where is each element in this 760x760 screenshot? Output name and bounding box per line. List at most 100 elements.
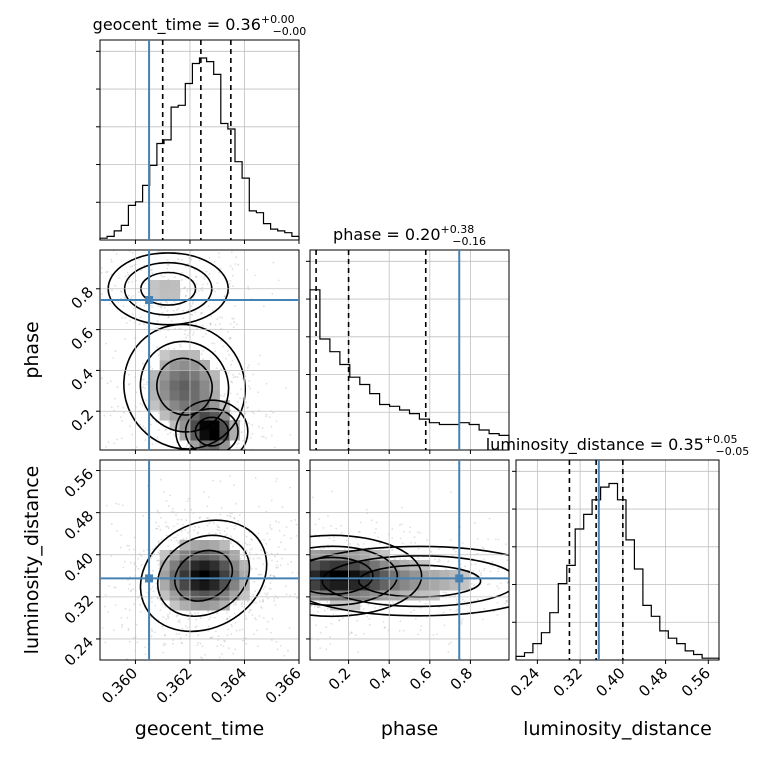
sample-point	[245, 642, 248, 645]
sample-point	[496, 613, 499, 616]
sample-point	[161, 625, 164, 628]
density-cell	[310, 580, 321, 591]
sample-point	[107, 441, 110, 443]
density-cell	[179, 580, 191, 591]
sample-point	[416, 633, 419, 636]
sample-point	[391, 548, 394, 551]
sample-point	[184, 625, 187, 627]
sample-point	[260, 435, 263, 438]
sample-point	[207, 630, 210, 632]
sample-point	[254, 274, 257, 277]
sample-point	[220, 327, 223, 330]
density-cell	[199, 410, 210, 421]
density-cell	[189, 590, 200, 601]
density-cell	[389, 560, 401, 571]
truth-marker	[145, 574, 154, 583]
sample-point	[167, 347, 170, 350]
sample-point	[167, 617, 170, 620]
sample-point	[497, 587, 500, 590]
sample-point	[483, 607, 486, 610]
sample-point	[181, 642, 184, 645]
density-cell	[339, 570, 351, 581]
sample-point	[124, 275, 127, 278]
sample-point	[275, 566, 278, 569]
sample-point	[124, 560, 126, 563]
sample-point	[373, 532, 376, 534]
sample-point	[506, 600, 508, 603]
sample-point	[183, 508, 186, 511]
density-cell	[199, 370, 210, 381]
sample-point	[199, 642, 202, 645]
sample-point	[506, 581, 509, 584]
sample-point	[391, 537, 394, 539]
sample-point	[132, 587, 135, 590]
sample-point	[119, 290, 122, 293]
sample-point	[166, 259, 169, 261]
sample-point	[127, 627, 130, 630]
sample-point	[284, 548, 286, 551]
sample-point	[216, 524, 219, 527]
density-cell	[209, 590, 220, 601]
sample-point	[350, 631, 353, 634]
sample-point	[391, 528, 394, 530]
sample-point	[175, 514, 177, 517]
contour-line	[194, 416, 230, 447]
sample-point	[223, 393, 226, 395]
sample-point	[220, 368, 223, 371]
sample-point	[155, 582, 158, 585]
sample-point	[226, 612, 228, 614]
density-cell	[219, 570, 230, 581]
sample-point	[131, 252, 134, 254]
sample-point	[483, 547, 485, 550]
sample-point	[358, 530, 361, 533]
sample-point	[280, 541, 282, 544]
sample-point	[108, 585, 110, 587]
sample-point	[160, 478, 162, 481]
sample-point	[165, 534, 168, 537]
sample-point	[291, 571, 294, 574]
sample-point	[233, 601, 235, 604]
sample-point	[104, 594, 107, 596]
sample-point	[202, 335, 205, 338]
sample-point	[238, 629, 241, 632]
sample-point	[154, 604, 157, 607]
sample-point	[130, 296, 133, 298]
sample-point	[131, 313, 134, 315]
sample-point	[274, 555, 277, 558]
sample-point	[184, 329, 187, 332]
sample-point	[245, 401, 248, 404]
sample-point	[156, 527, 159, 530]
sample-point	[209, 322, 212, 325]
sample-point	[167, 421, 170, 423]
sample-point	[489, 570, 492, 573]
truth-marker	[145, 296, 154, 304]
sample-point	[138, 323, 141, 325]
density-cell	[399, 590, 410, 601]
sample-point	[496, 585, 499, 588]
sample-point	[211, 636, 214, 639]
x-axis-label-phase: phase	[381, 718, 438, 740]
sample-point	[268, 538, 271, 541]
sample-point	[141, 404, 144, 407]
sample-point	[157, 597, 159, 600]
sample-point	[183, 287, 186, 289]
sample-point	[197, 612, 200, 614]
density-panel-phase-luminosity_distance	[310, 490, 509, 660]
sample-point	[156, 346, 159, 349]
density-cell	[179, 570, 191, 581]
sample-point	[251, 411, 254, 413]
sample-point	[234, 621, 237, 624]
x-tick-label: 0.40	[592, 664, 628, 700]
sample-point	[252, 557, 255, 560]
sample-point	[214, 290, 216, 293]
sample-point	[106, 271, 109, 273]
density-cell	[169, 280, 181, 291]
sample-point	[225, 533, 228, 536]
density-cell	[199, 580, 210, 591]
sample-point	[158, 412, 160, 414]
sample-point	[201, 657, 204, 660]
sample-point	[218, 656, 221, 659]
sample-point	[192, 300, 195, 303]
density-cell	[429, 580, 440, 591]
sample-point	[497, 538, 500, 541]
